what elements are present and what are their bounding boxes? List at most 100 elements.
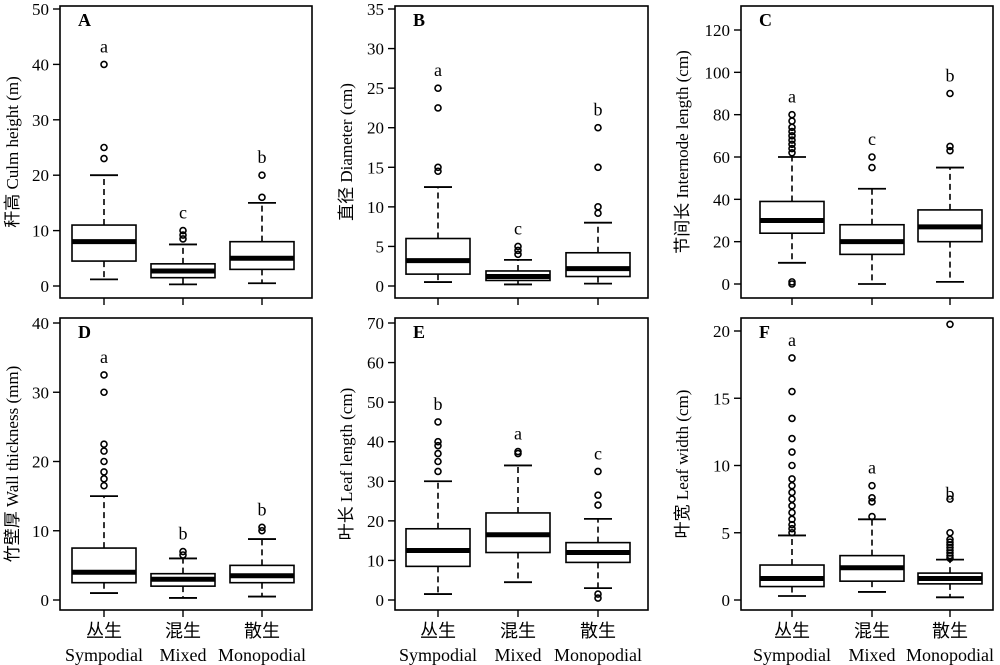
panel-d-frame	[59, 317, 313, 611]
panel-c-sympodial-outlier	[788, 148, 796, 157]
panel-f-monopodial-outlier	[946, 320, 954, 329]
panel-d-category-cn: 散生	[244, 621, 280, 641]
panel-d-sympodial-outlier	[100, 457, 108, 466]
panel-f-mixed-outlier	[868, 481, 876, 490]
panel-c-sympodial-significance-letter: a	[788, 87, 796, 107]
panel-f-mixed-outlier	[868, 493, 876, 502]
panel-f-sympodial-box	[759, 564, 825, 588]
panel-d-mixed-significance-letter: b	[179, 524, 188, 544]
panel-b-monopodial-outlier	[594, 163, 602, 172]
panel-f-monopodial-outlier	[946, 538, 954, 546]
panel-d-sympodial-outlier	[100, 475, 108, 483]
panel-f-category-cn: 散生	[932, 621, 968, 641]
panel-c-monopodial-outlier	[946, 89, 954, 98]
panel-a-mixed-significance-letter: c	[179, 203, 187, 223]
panel-d-sympodial-outlier	[100, 447, 108, 455]
panel-d-category-en: Monopodial	[218, 645, 306, 665]
panel-b-ytick-label: 20	[367, 119, 384, 138]
panel-f-sympodial-outlier	[788, 481, 796, 490]
panel-d-sympodial-significance-letter: a	[100, 347, 108, 367]
panel-b-sympodial-significance-letter: a	[434, 60, 442, 80]
panel-f-category-cn: 丛生	[774, 621, 810, 641]
panel-e-sympodial-box	[405, 527, 471, 568]
panel-c-ytick-label: 0	[722, 275, 731, 294]
panel-a-ytick-label: 20	[32, 166, 49, 185]
panel-a-sympodial-outlier	[100, 143, 108, 152]
panel-c-ytick-label: 120	[705, 21, 731, 40]
panel-e-category-en: Sympodial	[399, 645, 477, 665]
panel-e-monopodial-outlier	[594, 590, 602, 598]
panel-b-mixed-outlier	[514, 246, 522, 255]
panel-f-sympodial-outlier	[788, 524, 796, 533]
panel-f-ylabel: 叶宽 Leaf width (cm)	[673, 390, 692, 539]
panel-f-ytick-label: 15	[713, 389, 730, 408]
panel-b-monopodial-outlier	[594, 209, 602, 217]
panel-c-label: C	[759, 10, 772, 30]
panel-c-sympodial-outlier	[788, 110, 796, 119]
panel-e-category-cn: 散生	[580, 621, 616, 641]
panel-f-sympodial-significance-letter: a	[788, 330, 796, 350]
panel-b-mixed-significance-letter: c	[514, 218, 522, 238]
panel-e-category-en: Monopodial	[554, 645, 642, 665]
panel-b-ytick-label: 15	[367, 158, 384, 177]
panel-f-sympodial-outlier	[788, 354, 796, 362]
panel-b-sympodial-box	[405, 237, 471, 275]
panel-e-sympodial-outlier	[434, 467, 442, 476]
panel-a-ytick-label: 30	[32, 111, 49, 130]
panel-d-ytick-label: 0	[41, 591, 50, 610]
panel-f-category-cn: 混生	[854, 621, 890, 641]
panel-b-label: B	[413, 10, 425, 30]
panel-e-sympodial-outlier	[434, 437, 442, 446]
panel-c-sympodial-outlier	[788, 117, 796, 125]
panel-c-ytick-label: 80	[713, 106, 730, 125]
panel-b-sympodial-outlier	[434, 104, 442, 112]
panel-d-mixed-outlier	[179, 547, 187, 556]
panel-f-mixed-outlier	[868, 498, 876, 506]
panel-a-ytick-label: 0	[41, 277, 50, 296]
panel-f-sympodial-outlier	[788, 502, 796, 510]
panel-e-sympodial-outlier	[434, 449, 442, 458]
panel-d-category-cn: 混生	[165, 621, 201, 641]
panel-f-sympodial-outlier	[788, 387, 796, 396]
panel-c-ytick-label: 20	[713, 233, 730, 252]
panel-e-monopodial-outlier	[594, 594, 602, 602]
panel-e-sympodial-significance-letter: b	[434, 394, 443, 414]
panel-d-ytick-label: 30	[32, 383, 49, 402]
panel-f-monopodial-significance-letter: b	[946, 484, 955, 504]
panel-c-monopodial-outlier	[946, 142, 954, 151]
panel-a-ylabel: 秆高 Culm height (m)	[3, 76, 22, 228]
panel-d-label: D	[78, 322, 91, 342]
panel-e-category-cn: 丛生	[420, 621, 456, 641]
panel-b-monopodial-significance-letter: b	[594, 100, 603, 120]
panel-d-monopodial-significance-letter: b	[258, 499, 267, 519]
panel-d-sympodial-outlier	[100, 468, 108, 476]
panel-f-sympodial-outlier	[788, 475, 796, 483]
panel-d-ytick-label: 40	[32, 314, 49, 333]
panel-b-ytick-label: 10	[367, 198, 384, 217]
panel-e-monopodial-outlier	[594, 501, 602, 509]
panel-b-monopodial-outlier	[594, 203, 602, 211]
panel-d-category-cn: 丛生	[86, 621, 122, 641]
panel-a-sympodial-outlier	[100, 60, 108, 69]
panel-f-label: F	[759, 322, 770, 342]
panel-b-ytick-label: 5	[376, 237, 385, 256]
panel-e-ytick-label: 50	[367, 393, 384, 412]
panel-a-monopodial-significance-letter: b	[258, 147, 267, 167]
panel-d-sympodial-outlier	[100, 481, 108, 490]
panel-a-sympodial-outlier	[100, 154, 108, 163]
panel-e-sympodial-outlier	[434, 457, 442, 466]
panel-f-mixed-significance-letter: a	[868, 458, 876, 478]
panel-c-ytick-label: 100	[705, 63, 731, 82]
panel-f-frame	[740, 317, 994, 611]
panel-b-mixed-outlier	[514, 250, 522, 259]
panel-c-sympodial-outlier	[788, 278, 796, 286]
panel-a-monopodial-outlier	[258, 193, 266, 202]
panel-f-ytick-label: 0	[722, 591, 731, 610]
panel-b-mixed-outlier	[514, 242, 522, 251]
panel-c-ylabel: 节间长 Internode length (cm)	[673, 50, 692, 253]
panel-a-ytick-label: 10	[32, 222, 49, 241]
panel-b-ytick-label: 35	[367, 0, 384, 19]
panel-d-monopodial-outlier	[258, 526, 266, 535]
panel-b-ylabel: 直径 Diameter (cm)	[337, 83, 356, 221]
